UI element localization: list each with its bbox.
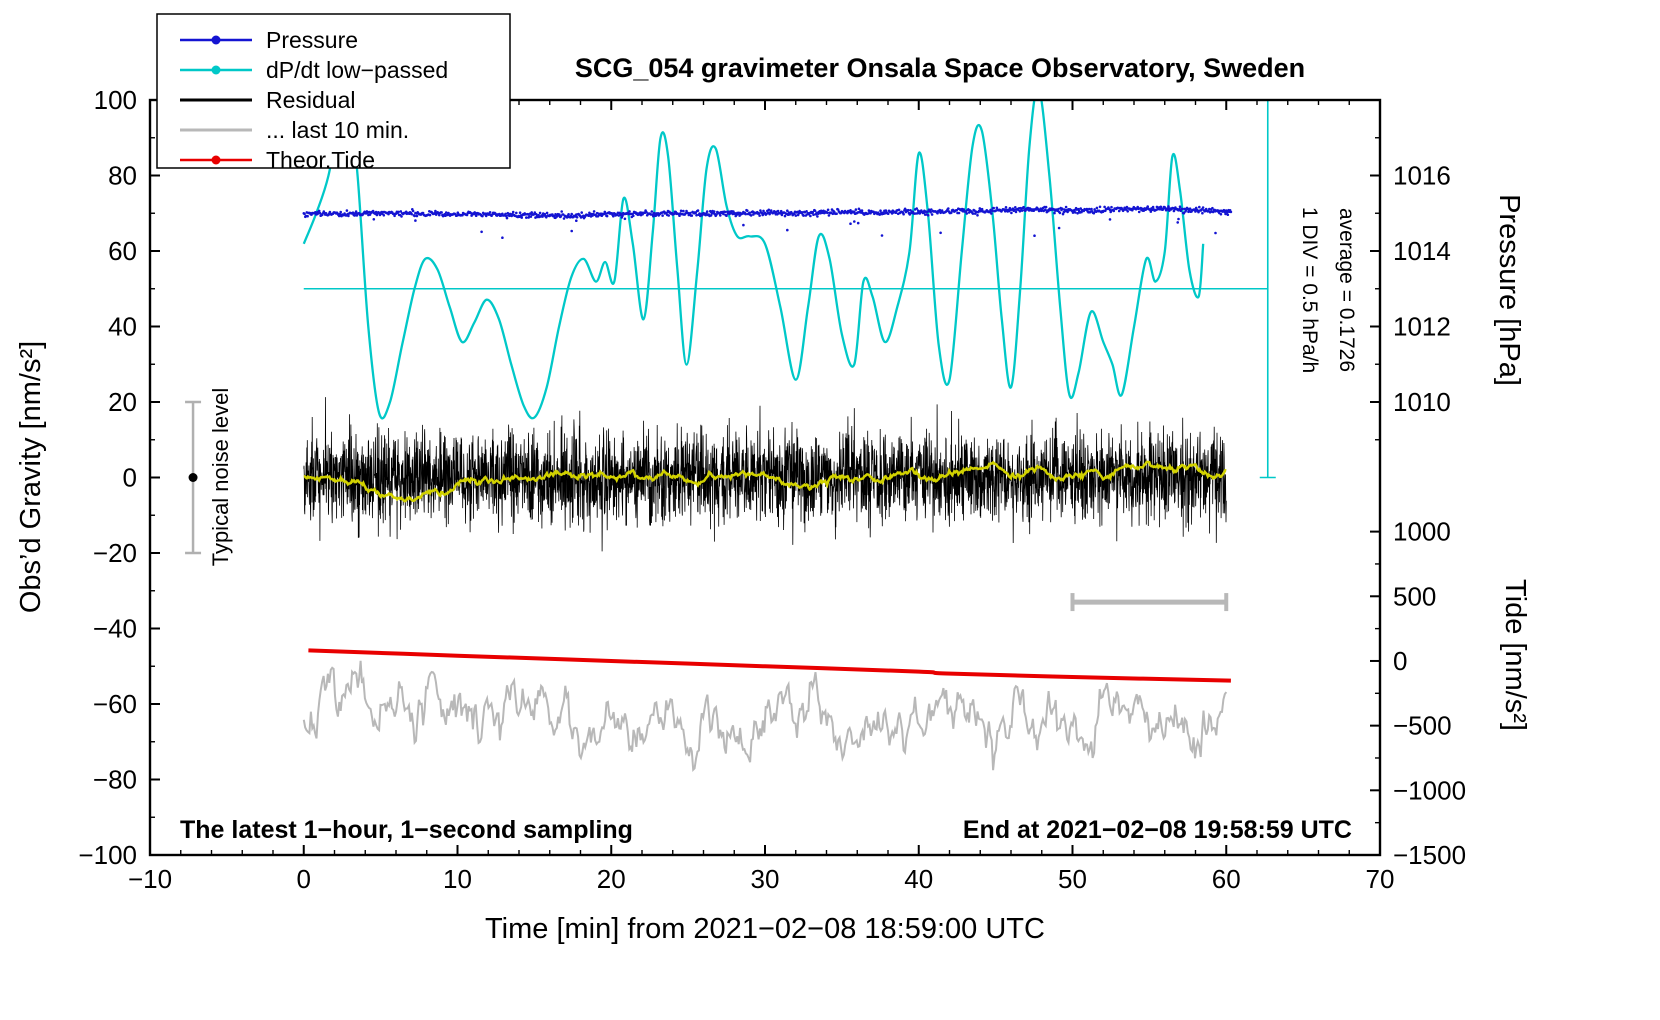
legend-item-dpdt: dP/dt low−passed: [180, 57, 448, 83]
tide-tick-label: 0: [1393, 646, 1407, 676]
x-tick-label: 40: [904, 864, 933, 894]
legend-label-residual: Residual: [266, 87, 356, 113]
pressure-tick-label: 1016: [1393, 161, 1451, 191]
legend: Pressure dP/dt low−passed Residual ... l…: [156, 13, 511, 173]
y-tick-label: −40: [93, 614, 137, 644]
y-axis-label-gravity: Obs’d Gravity [nm/s²]: [15, 341, 47, 613]
tide-tick-label: −1500: [1393, 840, 1466, 870]
y-tick-label: 0: [123, 463, 137, 493]
legend-label-dpdt: dP/dt low−passed: [266, 57, 448, 83]
y-tick-label: −20: [93, 538, 137, 568]
series-layer: [185, 100, 1276, 772]
pressure-tick-label: 1012: [1393, 312, 1451, 342]
pressure-tick-label: 1010: [1393, 387, 1451, 417]
y-tick-label: −100: [78, 840, 137, 870]
legend-label-tide: Theor.Tide: [266, 147, 375, 173]
pressure-trace: [302, 205, 1233, 239]
y-tick-label: 100: [94, 85, 137, 115]
residual-smoothed-trace: [303, 460, 1227, 503]
x-tick-label: 10: [443, 864, 472, 894]
y-tick-label: 60: [108, 236, 137, 266]
noise-errorbar-dot: [188, 473, 198, 482]
pressure-tick-label: 1014: [1393, 236, 1451, 266]
y-tick-label: −80: [93, 765, 137, 795]
legend-item-residual: Residual: [180, 87, 356, 113]
chart-title: SCG_054 gravimeter Onsala Space Observat…: [575, 53, 1305, 83]
x-axis-label: Time [min] from 2021−02−08 18:59:00 UTC: [485, 913, 1045, 945]
legend-item-last10: ... last 10 min.: [180, 117, 409, 143]
x-tick-label: 60: [1212, 864, 1241, 894]
overlay-layer: Pressure dP/dt low−passed Residual ... l…: [15, 13, 1531, 945]
x-tick-label: 50: [1058, 864, 1087, 894]
y-axis-label-pressure: Pressure [hPa]: [1493, 194, 1525, 386]
sampling-note: The latest 1−hour, 1−second sampling: [180, 816, 633, 844]
legend-marker-pressure: [211, 35, 221, 45]
y-tick-label: −60: [93, 689, 137, 719]
legend-label-last10: ... last 10 min.: [266, 117, 409, 143]
div-scale-annotation: 1 DIV = 0.5 hPa/h: [1298, 207, 1321, 373]
tide-tick-label: −500: [1393, 711, 1452, 741]
residual-trace: [303, 397, 1227, 552]
legend-label-pressure: Pressure: [266, 27, 358, 53]
tide-tick-label: 1000: [1393, 517, 1451, 547]
dpdt-curve: [302, 100, 1205, 420]
legend-item-pressure: Pressure: [180, 27, 358, 53]
end-time-note: End at 2021−02−08 19:58:59 UTC: [963, 816, 1352, 844]
y-axis-label-tide: Tide [nm/s²]: [1499, 579, 1531, 731]
typical-noise-level-label: Typical noise level: [208, 388, 233, 567]
x-tick-label: 70: [1366, 864, 1395, 894]
y-tick-label: 40: [108, 312, 137, 342]
x-tick-label: 0: [297, 864, 311, 894]
tide-curve: [308, 648, 1231, 683]
x-tick-label: 30: [751, 864, 780, 894]
tide-tick-label: 500: [1393, 581, 1436, 611]
legend-item-tide: Theor.Tide: [180, 147, 375, 173]
average-annotation: average = 0.1726: [1335, 208, 1358, 372]
legend-marker-tide: [211, 155, 221, 165]
tide-tick-label: −1000: [1393, 775, 1466, 805]
legend-marker-dpdt: [211, 65, 221, 75]
x-tick-label: 20: [597, 864, 626, 894]
x-tick-label: −10: [128, 864, 172, 894]
last10-trace: [302, 660, 1228, 772]
plot-frame: [148, 98, 1382, 857]
y-tick-label: 20: [108, 387, 137, 417]
axis-ticks-layer: −10 0 10 20 30 40 50 60 70−100−80−60−40−20020406…: [78, 85, 1466, 894]
y-tick-label: 80: [108, 161, 137, 191]
